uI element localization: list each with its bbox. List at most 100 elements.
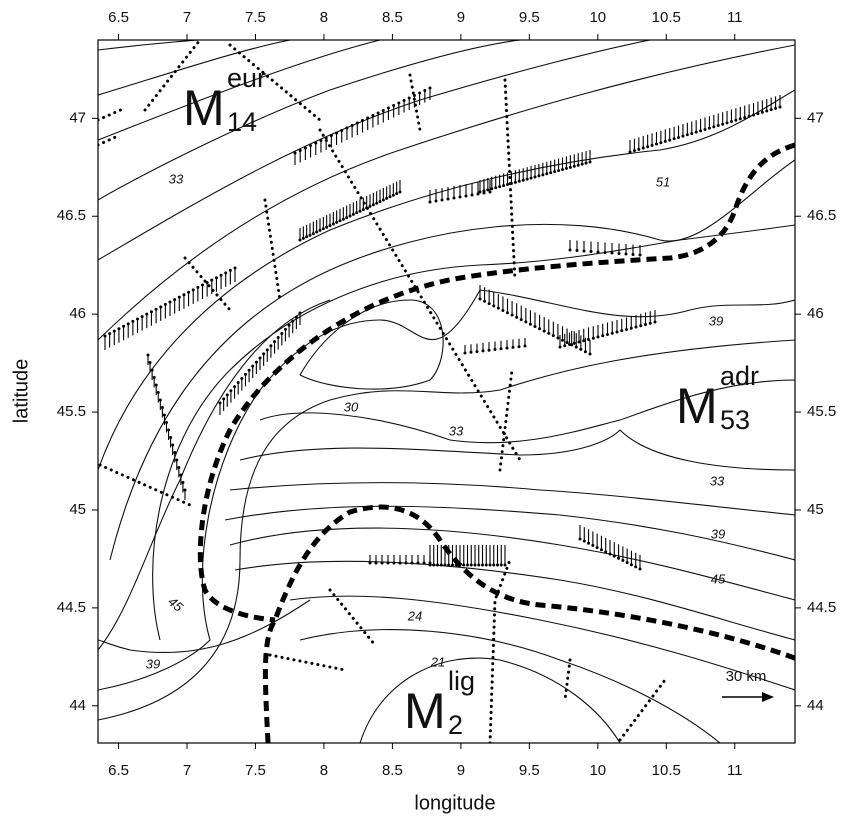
vector-head (481, 349, 485, 353)
vector-head (311, 232, 315, 236)
vector-head (533, 325, 537, 328)
vector-head (233, 266, 237, 270)
contour (98, 299, 331, 651)
vector-head (650, 143, 654, 147)
x-tick-label: 7 (183, 762, 191, 779)
contour-label: 33 (710, 473, 725, 488)
vector-head (145, 312, 149, 316)
vector-head (407, 96, 411, 100)
vector-head (345, 126, 349, 130)
vector-head (515, 315, 519, 319)
contour (98, 40, 381, 141)
contour (299, 629, 721, 743)
vector-head (422, 561, 426, 565)
vector-head (148, 361, 152, 364)
vector-head (589, 250, 593, 253)
vector-head (156, 391, 160, 394)
x-tick-label: 8 (320, 9, 328, 26)
contour (229, 481, 795, 516)
vector-head (331, 222, 335, 226)
vector-head (510, 313, 514, 317)
vector-head (563, 344, 567, 348)
vector-head (488, 563, 492, 567)
vector-head (397, 101, 401, 105)
vector-head (496, 563, 499, 567)
x-tick-label: 10 (589, 9, 606, 26)
vector-head (478, 190, 482, 194)
vector-head (492, 563, 496, 567)
vector-head (483, 299, 487, 303)
vector-head (538, 327, 542, 331)
vector-head (136, 317, 139, 321)
vector-head (525, 177, 529, 181)
x-tick-label: 6.5 (108, 9, 129, 26)
vector-head (345, 216, 349, 220)
contour (234, 560, 795, 641)
contour-label: 33 (449, 423, 464, 438)
vector-head (621, 558, 625, 562)
vector-head (222, 397, 226, 401)
contour (98, 40, 651, 261)
vector-head (620, 329, 624, 333)
x-tick-label: 7 (183, 9, 191, 26)
vector-head (663, 139, 667, 143)
vector-head (606, 333, 609, 336)
contour-label: 21 (430, 654, 445, 669)
vector-head (528, 322, 532, 326)
vector-head (428, 200, 432, 204)
vector-head (577, 340, 581, 344)
vector-head (280, 331, 284, 335)
vector-head (519, 318, 523, 322)
vector-head (774, 106, 778, 110)
vector-head (446, 197, 450, 201)
vector-head (603, 251, 607, 254)
vector-head (191, 288, 195, 292)
vector-head (122, 324, 126, 328)
vector-head (458, 195, 462, 199)
x-tick-label: 8.5 (382, 9, 403, 26)
vector-head (638, 567, 642, 571)
vector-head (443, 563, 447, 567)
vector-head (388, 195, 392, 199)
vector-head (484, 563, 488, 567)
dotted-track (228, 43, 322, 122)
vector-head (233, 385, 237, 389)
vector-head (158, 398, 162, 402)
vector-head (596, 335, 600, 339)
vector-head (131, 319, 135, 323)
vector-head (371, 114, 375, 117)
vector-head (591, 336, 595, 340)
vector-head (610, 251, 614, 255)
vector-head (712, 125, 716, 129)
x-tick-label: 11 (727, 9, 743, 26)
vector-head (378, 200, 382, 204)
x-axis-title: longitude (414, 792, 495, 814)
vector-head (591, 543, 595, 547)
vector-head (588, 160, 592, 164)
boundary (197, 142, 795, 623)
vector-head (392, 104, 396, 107)
vector-head (361, 208, 365, 212)
vector-head (677, 135, 681, 139)
dotted-track (98, 106, 127, 122)
vector-head (517, 345, 521, 349)
vector-head (596, 250, 600, 254)
vector-head (583, 350, 587, 354)
vector-head (177, 295, 181, 299)
y-tick-label: 44 (69, 697, 86, 714)
contour (289, 595, 795, 691)
vector-head (243, 372, 247, 376)
vector-head (380, 561, 384, 565)
vector-head (556, 336, 560, 340)
vector-head (117, 327, 121, 331)
region-label: M (676, 378, 718, 434)
vector-head (315, 230, 319, 234)
vector-head (251, 364, 255, 368)
vector-head (319, 139, 323, 142)
vector-head (398, 190, 402, 194)
vector-head (385, 196, 389, 200)
vector-head (229, 389, 233, 393)
vector-head (440, 198, 444, 202)
vector-head (523, 344, 527, 348)
